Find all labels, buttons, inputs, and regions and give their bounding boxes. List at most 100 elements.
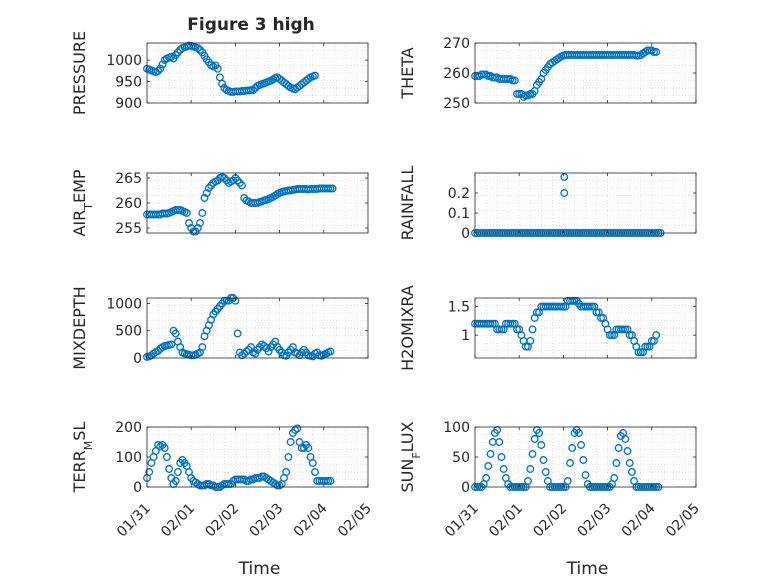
data-point	[308, 459, 317, 467]
y-tick-label: 1.5	[448, 300, 470, 316]
data-point	[632, 51, 641, 60]
y-axis-label-air_temp: AIRTEMP	[70, 169, 95, 236]
data-point	[647, 336, 656, 345]
data-point	[213, 64, 222, 73]
data-point	[154, 346, 163, 355]
y-tick-label: 270	[443, 36, 470, 52]
subplot-theta: 250 260 270 THETA	[398, 36, 697, 112]
data-point	[497, 325, 506, 334]
data-point	[510, 76, 519, 85]
data-point	[145, 468, 154, 476]
x-tick-label: 02/05	[335, 501, 375, 541]
data-point	[537, 441, 546, 449]
data-point	[251, 349, 260, 358]
data-point	[198, 343, 207, 352]
data-point	[566, 459, 574, 467]
axes-frame	[146, 297, 369, 359]
data-point	[238, 181, 246, 190]
data-point	[207, 181, 216, 190]
y-tick-label: 200	[115, 420, 142, 436]
data-point	[249, 86, 258, 95]
data-point	[643, 342, 652, 351]
data-point	[497, 453, 506, 461]
axes-frame	[474, 297, 697, 359]
y-axis-label-h2omixra: H2OMIXRA	[398, 285, 417, 371]
figure-title: Figure 3 high	[187, 15, 315, 35]
data-point	[574, 429, 583, 437]
data-point	[229, 176, 238, 185]
x-tick-label: 01/31	[442, 501, 482, 541]
data-point	[627, 468, 636, 476]
data-point	[282, 468, 291, 476]
data-point	[173, 468, 182, 476]
y-axis-label-theta: THETA	[398, 47, 417, 99]
x-tick-label: 02/02	[530, 501, 570, 541]
data-point	[246, 86, 255, 95]
data-point	[560, 189, 569, 197]
y-tick-label: 255	[115, 221, 142, 237]
data-point	[328, 184, 337, 193]
data-point	[623, 447, 632, 455]
data-point	[495, 325, 504, 334]
data-point	[238, 351, 246, 360]
data-point	[581, 471, 590, 479]
data-point	[196, 219, 204, 227]
data-point	[524, 477, 532, 485]
data-point	[311, 71, 319, 80]
data-point	[563, 477, 572, 485]
data-point	[634, 348, 643, 357]
data-point	[202, 189, 211, 197]
subplot-sun_flux: 0 50 100 SUNFLUX 01/31 02/01 02/02 02/03 02/04 02…	[398, 420, 703, 579]
data-point	[621, 325, 630, 334]
y-axis-label-mixdepth: MIXDEPTH	[70, 286, 89, 369]
y-axis-label-pressure: PRESSURE	[70, 31, 89, 115]
data-point	[167, 340, 176, 349]
data-point	[173, 48, 182, 57]
x-tick-label: 02/03	[575, 501, 615, 541]
data-point	[193, 224, 202, 232]
y-tick-label: 900	[115, 96, 142, 112]
y-tick-label: 1000	[106, 296, 142, 312]
y-tick-label: 0.2	[448, 186, 470, 202]
y-tick-label: 0	[461, 226, 470, 242]
data-point	[585, 302, 594, 311]
data-point	[293, 424, 302, 433]
x-axis-label: Time	[566, 559, 609, 579]
y-tick-label: 1000	[106, 53, 142, 69]
data-point	[220, 174, 229, 182]
axes-frame	[474, 426, 697, 488]
data-point	[204, 184, 213, 192]
data-point	[652, 331, 661, 340]
data-point	[167, 52, 176, 61]
y-tick-label: 50	[452, 450, 470, 466]
data-point	[577, 441, 586, 449]
data-point	[182, 209, 191, 217]
data-point	[650, 48, 658, 56]
axes-frame	[474, 172, 697, 234]
data-point	[171, 329, 180, 338]
data-point	[200, 194, 209, 202]
subplot-h2omixra: 1 1.5 H2OMIXRA	[398, 285, 697, 371]
data-point	[488, 319, 497, 328]
data-point	[231, 296, 240, 305]
y-tick-label: 0.1	[448, 206, 470, 222]
data-point	[160, 56, 169, 65]
y-tick-label: 100	[115, 450, 142, 466]
data-point	[528, 325, 537, 334]
data-point	[218, 79, 227, 88]
data-point	[158, 60, 167, 69]
data-point	[311, 468, 319, 476]
y-tick-label: 260	[443, 66, 470, 82]
data-point	[652, 48, 661, 56]
x-tick-label: 02/04	[619, 500, 659, 540]
subplot-pressure: 900 950 1000 PRESSURE	[70, 31, 369, 115]
data-point	[233, 176, 242, 185]
y-tick-label: 0	[133, 351, 142, 367]
x-tick-label: 02/04	[291, 500, 331, 540]
data-point	[273, 481, 282, 490]
data-point	[220, 296, 229, 305]
data-point	[484, 462, 493, 470]
x-axis-label: Time	[238, 559, 281, 579]
y-tick-label: 500	[115, 324, 142, 340]
